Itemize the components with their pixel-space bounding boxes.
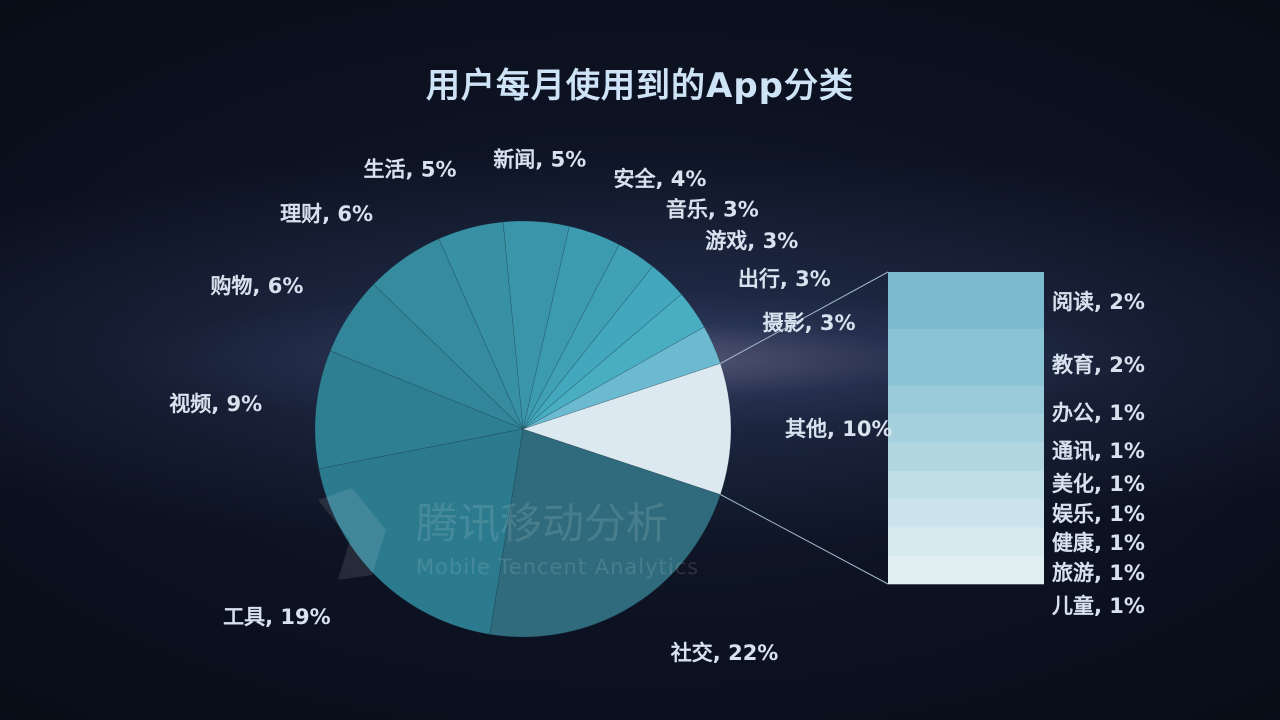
pie-slice-新闻 [502, 220, 570, 430]
pie-label-摄影: 摄影, 3% [763, 311, 856, 335]
pie-label-出行: 出行, 3% [738, 267, 831, 291]
connector-top [720, 271, 889, 364]
watermark-cn: 腾讯移动分析 [416, 499, 668, 548]
pie-slice-音乐 [522, 244, 654, 430]
bar-label-儿童: 儿童, 1% [1052, 594, 1145, 618]
pie-slice-生活 [438, 221, 524, 430]
watermark: 腾讯移动分析 Mobile Tencent Analytics [318, 488, 699, 580]
connector-bottom [720, 494, 889, 585]
bar-label-教育: 教育, 2% [1052, 353, 1145, 377]
bar-segment-美化 [888, 442, 1044, 471]
pie-label-游戏: 游戏, 3% [705, 229, 798, 253]
watermark-logo-icon [318, 488, 386, 580]
pie-slices [314, 220, 732, 638]
bar-segment-阅读 [888, 272, 1044, 330]
pie-label-理财: 理财, 6% [280, 202, 373, 226]
bar-label-阅读: 阅读, 2% [1052, 290, 1145, 314]
pie-label-其他: 其他, 10% [785, 417, 893, 441]
bar-label-通讯: 通讯, 1% [1052, 439, 1145, 463]
pie-label-音乐: 音乐, 3% [666, 197, 759, 221]
pie-label-工具: 工具, 19% [223, 605, 331, 629]
pie-label-购物: 购物, 6% [210, 274, 303, 298]
pie-label-社交: 社交, 22% [670, 641, 779, 665]
bar-segment-通讯 [888, 413, 1044, 443]
pie-slice-视频 [314, 350, 525, 470]
bar-label-办公: 办公, 1% [1052, 401, 1145, 425]
watermark-en: Mobile Tencent Analytics [416, 555, 699, 579]
breakdown-labels: 阅读, 2% 教育, 2% 办公, 1% 通讯, 1% 美化, 1% 娱乐, 1% 健康, … [1052, 290, 1145, 618]
pie-label-视频: 视频, 9% [169, 392, 262, 416]
pie-slice-出行 [522, 293, 705, 430]
connector-lines [720, 271, 889, 585]
pie-slice-工具 [318, 428, 524, 635]
chart-title: 用户每月使用到的App分类 [426, 66, 854, 106]
pie-slice-游戏 [522, 265, 682, 430]
bar-segment-娱乐 [888, 470, 1044, 500]
bar-label-美化: 美化, 1% [1052, 472, 1145, 496]
pie-slice-安全 [522, 225, 620, 430]
bar-segment-办公 [888, 385, 1044, 415]
bar-segment-健康 [888, 498, 1044, 528]
bar-label-健康: 健康, 1% [1052, 531, 1145, 555]
bar-segment-教育 [888, 328, 1044, 386]
breakdown-bar [888, 272, 1044, 585]
pie-slice-社交 [489, 428, 721, 638]
bar-segment-儿童 [888, 555, 1044, 585]
pie-slice-购物 [329, 283, 524, 430]
bar-label-旅游: 旅游, 1% [1052, 561, 1145, 585]
pie-slice-其他 [522, 363, 732, 495]
pie-label-安全: 安全, 4% [614, 167, 707, 191]
pie-label-生活: 生活, 5% [364, 158, 457, 182]
pie-label-新闻: 新闻, 5% [493, 148, 586, 172]
pie-labels: 摄影, 3% 出行, 3% 游戏, 3% 音乐, 3% 安全, 4% 新闻, 5% 生活, … [169, 148, 892, 666]
bar-label-娱乐: 娱乐, 1% [1052, 502, 1145, 526]
bar-segment-旅游 [888, 527, 1044, 556]
pie-slice-理财 [373, 238, 524, 430]
